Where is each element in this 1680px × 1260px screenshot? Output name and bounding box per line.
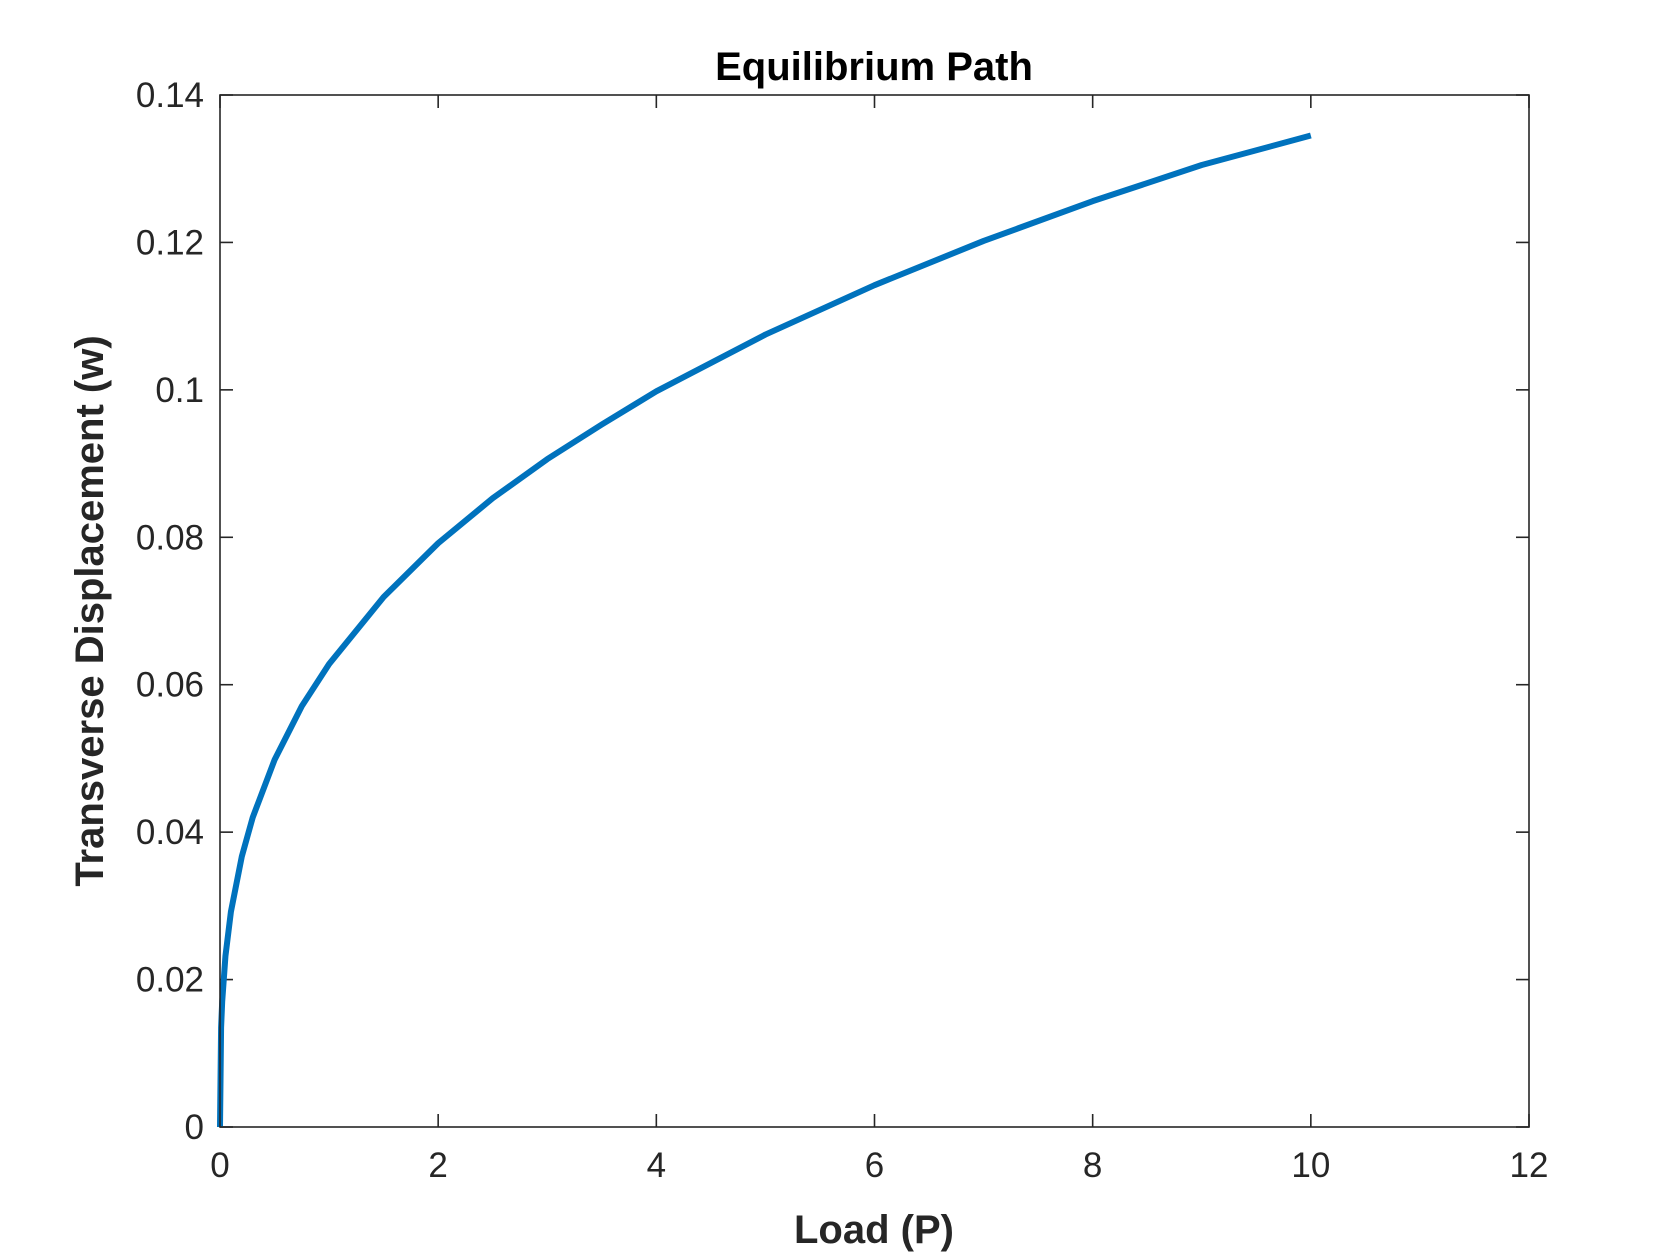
y-tick-label: 0 xyxy=(185,1108,204,1147)
y-tick-label: 0.04 xyxy=(136,813,204,852)
x-tick-label: 6 xyxy=(865,1146,884,1185)
x-tick-label: 0 xyxy=(210,1146,229,1185)
x-tick-label: 2 xyxy=(428,1146,447,1185)
axes-box xyxy=(219,94,1530,1128)
series-layer xyxy=(217,132,1312,1128)
chart-title: Equilibrium Path xyxy=(715,45,1033,89)
tick-labels: 0 2 4 6 8 10 12 0 0.02 0.04 0.06 0.08 0.1 0.12 0.14 xyxy=(136,76,1549,1185)
y-tick-label: 0.08 xyxy=(136,518,204,557)
x-tick-label: 12 xyxy=(1510,1146,1549,1185)
series-line xyxy=(217,132,1312,1128)
y-tick-label: 0.06 xyxy=(136,666,204,705)
x-tick-label: 8 xyxy=(1083,1146,1102,1185)
y-axis-label: Transverse Displacement (w) xyxy=(68,335,112,886)
y-tick-label: 0.02 xyxy=(136,961,204,1000)
plot-area xyxy=(220,95,1529,1127)
y-tick-label: 0.14 xyxy=(136,76,204,115)
x-tick-label: 10 xyxy=(1291,1146,1330,1185)
y-tick-label: 0.12 xyxy=(136,223,204,262)
x-axis-label: Load (P) xyxy=(794,1208,954,1252)
x-tick-label: 4 xyxy=(647,1146,666,1185)
y-tick-label: 0.1 xyxy=(155,371,204,410)
